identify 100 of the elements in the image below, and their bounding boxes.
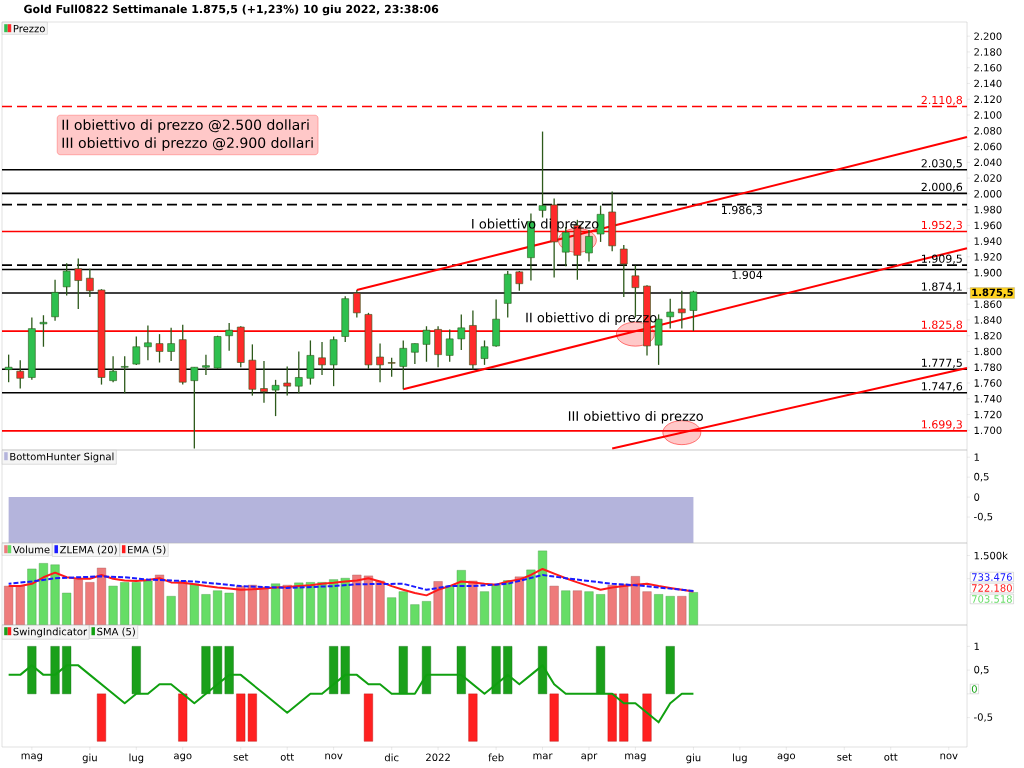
y-tick-label: 0,5 (974, 472, 989, 482)
ref-line-label: 2.000,6 (921, 182, 963, 193)
x-tick-label: apr (581, 753, 598, 762)
bar (50, 564, 60, 626)
y-tick-label: 2.140 (974, 79, 1002, 88)
y-tick-label: 1.820 (974, 331, 1002, 340)
candlestick (376, 342, 384, 383)
bar (282, 584, 292, 626)
candlestick (457, 313, 466, 351)
candlestick (62, 262, 71, 297)
y-tick-label: 1.900 (974, 268, 1002, 277)
bar (96, 567, 106, 626)
candlestick (295, 350, 303, 394)
y-tick-label: 2.100 (974, 111, 1002, 119)
y-tick-label: 1.800 (974, 347, 1002, 356)
bar (108, 585, 118, 626)
candlestick (318, 341, 326, 376)
candlestick (422, 325, 431, 363)
x-tick-label: mag (625, 753, 646, 762)
ref-line-label: 1.909,5 (922, 254, 962, 264)
x-tick-label: ott (884, 753, 898, 761)
bar (178, 580, 188, 626)
x-tick-label: lug (129, 753, 144, 764)
x-tick-label: mar (533, 753, 553, 760)
x-tick-label: feb (488, 753, 504, 762)
annotation: III obiettivo di prezzo @2.900 dollari (62, 137, 313, 151)
x-tick-label: set (837, 753, 852, 761)
candlestick (16, 359, 25, 390)
legend-label: ZLEMA (20) (60, 545, 117, 555)
candlestick (353, 289, 361, 319)
bar (584, 591, 594, 626)
y-tick-label: 1.700 (974, 426, 1002, 435)
candlestick (225, 322, 233, 352)
candlestick (306, 339, 315, 386)
ref-line-label: 1.904 (732, 270, 763, 280)
bar (491, 584, 501, 626)
y-tick-label: -0,5 (974, 512, 993, 522)
y-tick-label: 1.780 (974, 363, 1002, 372)
candlestick (538, 130, 547, 219)
ref-line-label: 2.030,5 (921, 159, 962, 169)
candlestick (480, 339, 489, 366)
bar (549, 585, 559, 626)
bar (607, 584, 617, 626)
bar (526, 569, 536, 626)
candlestick (86, 268, 94, 298)
bar (514, 576, 524, 626)
candlestick (190, 366, 199, 450)
y-tick-label: 1.860 (974, 300, 1002, 308)
y-tick-label: 1.840 (974, 316, 1002, 324)
candlestick (202, 353, 210, 376)
x-tick-label: nov (940, 753, 958, 760)
y-tick-label: 2.040 (974, 158, 1002, 167)
y-tick-label: 1.960 (974, 221, 1002, 230)
x-tick-label: lug (733, 753, 747, 764)
candlestick (155, 333, 164, 364)
legend-label: Prezzo (13, 24, 45, 33)
bar (166, 596, 176, 626)
bar (503, 580, 513, 626)
candlestick (271, 379, 280, 417)
ref-line-label: 1.986,3 (722, 205, 762, 216)
text: 703.518 (972, 595, 1012, 603)
ref-line-label: 1.952,3 (922, 220, 962, 231)
bar (561, 590, 571, 626)
candlestick (283, 365, 291, 397)
candlestick (120, 355, 129, 394)
y-tick-label: 1.740 (974, 394, 1002, 403)
x-tick-label: giu (686, 753, 701, 764)
ref-line-label: 2.110,8 (921, 95, 963, 106)
ref-line-label: 1.699,3 (922, 420, 962, 430)
y-tick-label: 1 (974, 642, 979, 651)
y-tick-label: 2.180 (974, 48, 1002, 56)
candlestick (260, 360, 268, 404)
y-tick-label: 2.160 (974, 63, 1002, 72)
y-tick-label: 1.720 (974, 410, 1002, 419)
y-tick-label: -0,5 (974, 713, 993, 722)
candlestick (445, 328, 454, 363)
x-tick-label: set (233, 753, 249, 761)
y-tick-label: 0,5 (974, 665, 989, 675)
legend-label: BottomHunter Signal (10, 452, 114, 463)
ref-line-label: 1.874,1 (922, 282, 962, 292)
candlestick (74, 257, 83, 310)
ref-line-label: 1.747,6 (922, 382, 963, 392)
legend-label: EMA (5) (128, 545, 166, 555)
candlestick (387, 357, 396, 378)
y-tick-label: 2.000 (974, 190, 1002, 198)
candlestick (620, 244, 628, 298)
candlestick (666, 298, 674, 330)
candlestick (689, 290, 698, 332)
bar (480, 591, 490, 626)
candlestick (678, 290, 686, 330)
chart-title: Gold Full0822 Settimanale 1.875,5 (+1,23%) 10 giu 2022, 23:38:06 (24, 4, 439, 16)
bar (421, 601, 431, 626)
x-tick-label: nov (325, 753, 343, 760)
y-tick-label: 2.200 (974, 32, 1002, 40)
x-tick-label: dic (384, 753, 399, 762)
bar (410, 604, 420, 626)
y-tick-label: 1.500k (974, 551, 1008, 560)
candlestick (399, 339, 408, 390)
candlestick (411, 342, 419, 365)
x-tick-label: ott (280, 753, 294, 761)
